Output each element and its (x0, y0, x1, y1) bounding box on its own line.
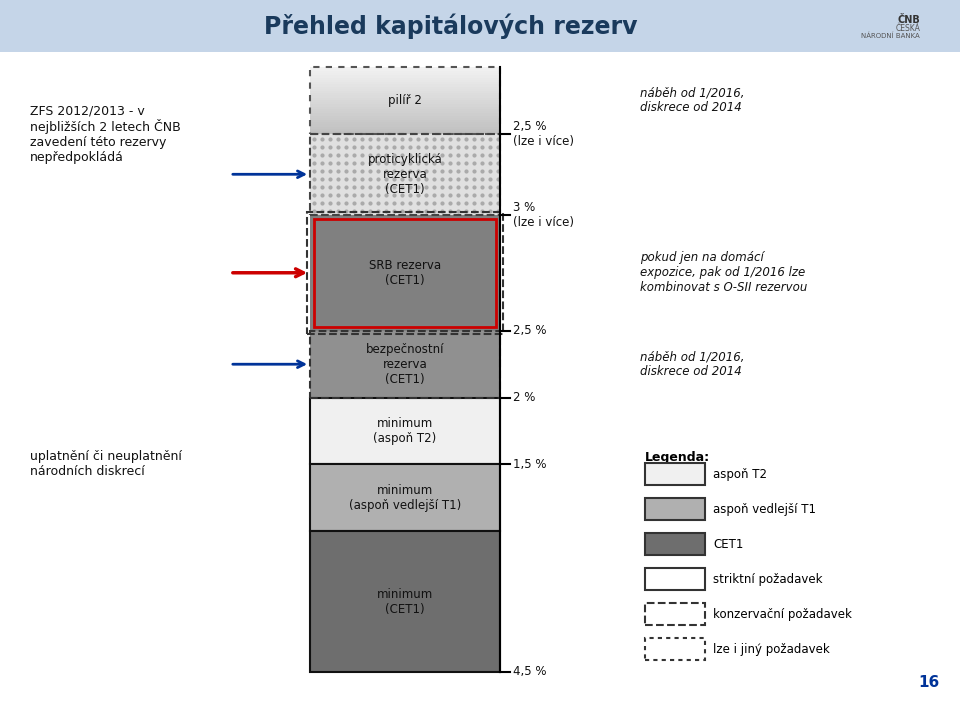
Bar (310, 397, 500, 465)
Bar (310, 78, 500, 80)
Text: striktní požadavek: striktní požadavek (713, 573, 823, 586)
Bar (310, 102, 500, 105)
Text: minimum
(aspoň T2): minimum (aspoň T2) (373, 417, 437, 445)
Text: náběh od 1/2016,
diskrece od 2014: náběh od 1/2016, diskrece od 2014 (640, 86, 745, 114)
Bar (645, 639, 705, 661)
Text: ZFS 2012/2013 - v
nejbližších 2 letech ČNB
zavedení této rezervy
nepředpokládá: ZFS 2012/2013 - v nejbližších 2 letech Č… (30, 104, 180, 164)
Text: proticyklická
rezerva
(CET1): proticyklická rezerva (CET1) (368, 153, 443, 196)
Bar (0, 0, 960, 52)
Bar (310, 531, 500, 672)
Text: aspoň T2: aspoň T2 (713, 468, 767, 481)
Bar (645, 569, 705, 590)
Bar (310, 82, 500, 85)
Text: ČESKÁ: ČESKÁ (895, 24, 920, 33)
Text: SRB rezerva
(CET1): SRB rezerva (CET1) (369, 259, 441, 287)
Bar (645, 463, 705, 486)
Bar (310, 88, 500, 91)
Bar (310, 71, 500, 74)
Text: Přehled kapitálových rezerv: Přehled kapitálových rezerv (264, 13, 638, 39)
Text: minimum
(CET1): minimum (CET1) (377, 588, 433, 616)
Text: uplatnění či neuplatnění
národních diskrecí: uplatnění či neuplatnění národních diskr… (30, 451, 181, 479)
Text: CET1: CET1 (713, 538, 743, 551)
Bar (310, 107, 500, 110)
Bar (310, 105, 500, 107)
Bar (310, 122, 500, 125)
Bar (314, 219, 496, 327)
Bar (645, 534, 705, 555)
Text: 1,5 %: 1,5 % (513, 458, 546, 471)
Text: ČNB: ČNB (898, 15, 920, 25)
Bar (310, 215, 500, 331)
Text: pilíř 2: pilíř 2 (388, 94, 422, 107)
Bar (310, 73, 500, 76)
Bar (310, 93, 500, 96)
Bar (310, 116, 500, 118)
Bar (310, 331, 500, 397)
Text: 2,5 %: 2,5 % (513, 324, 546, 337)
Bar (645, 604, 705, 625)
Bar (310, 84, 500, 87)
Text: 3 %
(lze i více): 3 % (lze i více) (513, 201, 574, 229)
Bar (307, 212, 503, 334)
Bar (310, 86, 500, 89)
Bar (310, 113, 500, 116)
Bar (310, 98, 500, 100)
Bar (310, 134, 500, 215)
Text: náběh od 1/2016,
diskrece od 2014: náběh od 1/2016, diskrece od 2014 (640, 350, 745, 378)
Bar (310, 100, 500, 102)
Text: 4,5 %: 4,5 % (513, 665, 546, 679)
Bar (310, 67, 500, 69)
Bar (310, 124, 500, 127)
Bar (310, 126, 500, 129)
Bar (645, 498, 705, 520)
Bar (310, 111, 500, 114)
Bar (310, 131, 500, 134)
Bar (310, 465, 500, 531)
Bar (310, 91, 500, 94)
Bar (310, 80, 500, 83)
Text: aspoň vedlejší T1: aspoň vedlejší T1 (713, 503, 816, 516)
Text: Legenda:: Legenda: (645, 451, 710, 465)
Bar (310, 120, 500, 123)
Text: 16: 16 (919, 675, 940, 690)
Bar (310, 95, 500, 98)
Text: konzervační požadavek: konzervační požadavek (713, 608, 852, 621)
Text: NÁRODNÍ BANKA: NÁRODNÍ BANKA (861, 32, 920, 39)
Text: pokud jen na domácí
expozice, pak od 1/2016 lze
kombinovat s O-SII rezervou: pokud jen na domácí expozice, pak od 1/2… (640, 251, 807, 294)
Bar (310, 331, 500, 397)
Bar (310, 129, 500, 131)
Bar (310, 75, 500, 78)
Text: lze i jiný požadavek: lze i jiný požadavek (713, 643, 829, 656)
Bar (310, 67, 500, 134)
Bar (310, 69, 500, 72)
Bar (310, 109, 500, 112)
Text: 2 %: 2 % (513, 391, 536, 404)
Text: minimum
(aspoň vedlejší T1): minimum (aspoň vedlejší T1) (348, 484, 461, 512)
Text: bezpečnostní
rezerva
(CET1): bezpečnostní rezerva (CET1) (366, 343, 444, 385)
Bar (310, 118, 500, 121)
Text: 2,5 %
(lze i více): 2,5 % (lze i více) (513, 120, 574, 148)
Bar (310, 134, 500, 215)
